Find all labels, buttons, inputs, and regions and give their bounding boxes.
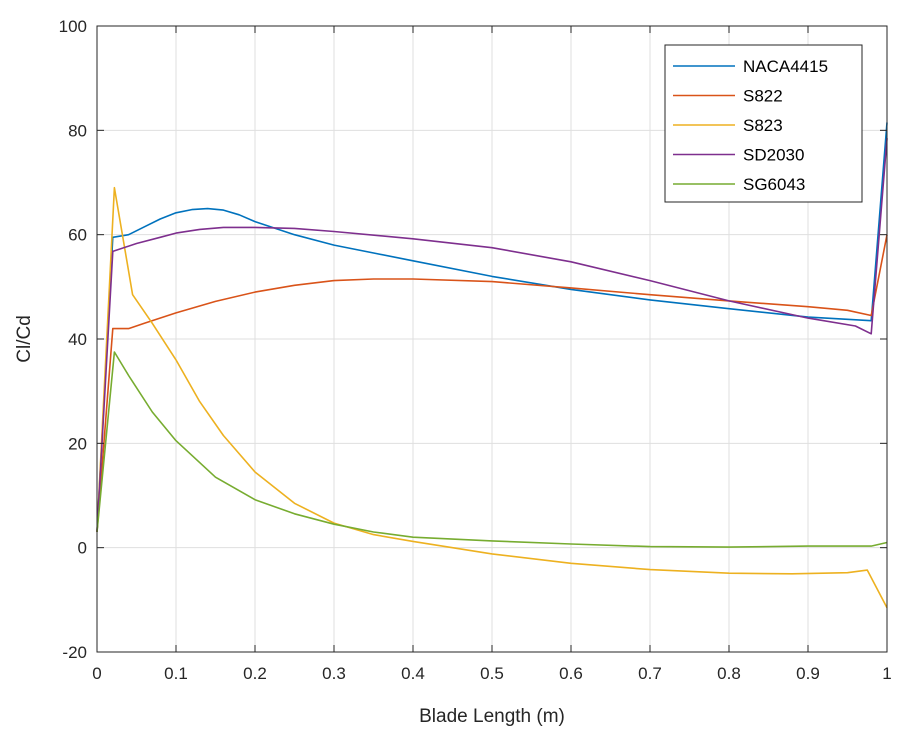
- x-tick-label: 0.9: [796, 664, 820, 683]
- series-line-sg6043: [96, 351, 888, 548]
- x-tick-label: 0.5: [480, 664, 504, 683]
- legend-label-sg6043: SG6043: [743, 175, 805, 194]
- x-tick-label: 0: [92, 664, 101, 683]
- y-tick-label: 40: [68, 330, 87, 349]
- y-tick-label: -20: [62, 643, 87, 662]
- y-tick-label: 20: [68, 434, 87, 453]
- series-line-sd2030: [96, 138, 888, 533]
- legend-label-s822: S822: [743, 87, 783, 106]
- x-tick-label: 0.1: [164, 664, 188, 683]
- legend: NACA4415 S822 S823 SD2030 SG6043: [664, 44, 863, 203]
- series-line-s822: [96, 234, 888, 533]
- legend-label-naca4415: NACA4415: [743, 57, 828, 76]
- legend-label-s823: S823: [743, 116, 783, 135]
- x-tick-label: 0.7: [638, 664, 662, 683]
- y-tick-labels: -20 0 20 40 60 80 100: [59, 17, 87, 662]
- x-tick-label: 0.6: [559, 664, 583, 683]
- y-tick-label: 80: [68, 121, 87, 140]
- series-line-naca4415: [96, 122, 888, 533]
- x-axis-label: Blade Length (m): [419, 706, 565, 727]
- series-lines: [96, 122, 888, 609]
- y-tick-label: 0: [78, 539, 87, 558]
- x-tick-label: 1: [882, 664, 891, 683]
- y-tick-label: 100: [59, 17, 87, 36]
- x-tick-label: 0.3: [322, 664, 346, 683]
- y-tick-label: 60: [68, 226, 87, 245]
- legend-label-sd2030: SD2030: [743, 146, 804, 165]
- x-tick-label: 0.2: [243, 664, 267, 683]
- x-tick-labels: 0 0.1 0.2 0.3 0.4 0.5 0.6 0.7 0.8 0.9 1: [92, 664, 891, 683]
- x-tick-label: 0.4: [401, 664, 425, 683]
- ticks: [96, 25, 888, 653]
- y-axis-label: Cl/Cd: [14, 315, 35, 363]
- x-tick-label: 0.8: [717, 664, 741, 683]
- legend-box: [664, 44, 863, 203]
